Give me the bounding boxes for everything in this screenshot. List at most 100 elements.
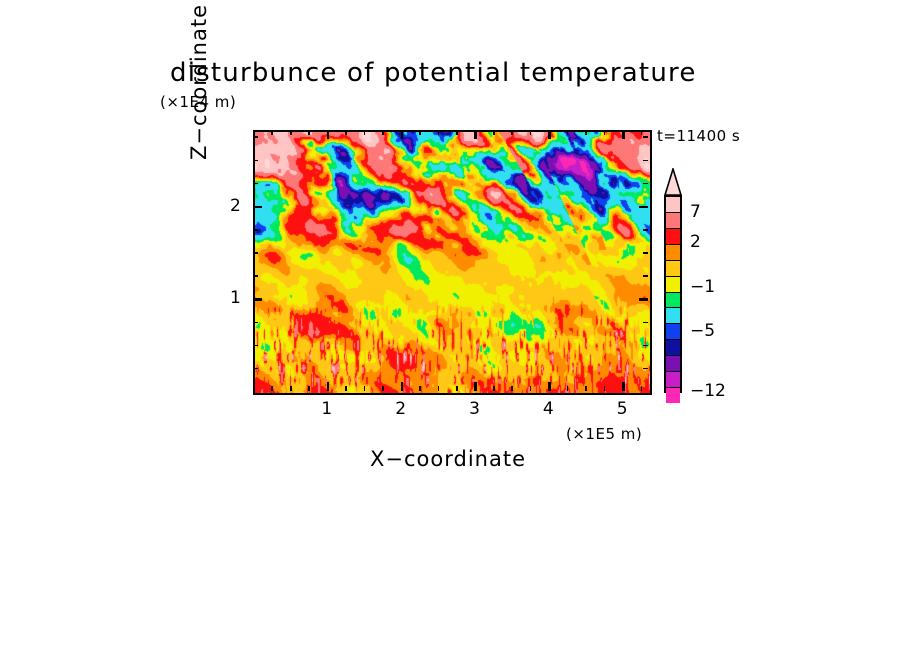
x-minor-tick-top (640, 130, 643, 135)
x-minor-tick-top (289, 130, 292, 135)
x-minor-tick (640, 386, 643, 391)
colorbar-bands (664, 195, 682, 403)
x-major-tick (326, 382, 330, 391)
y-minor-tick-right (643, 159, 648, 162)
y-major-tick (253, 298, 262, 301)
contour-field (255, 132, 650, 393)
x-minor-tick-top (308, 130, 310, 135)
x-tick-label: 1 (321, 399, 333, 419)
y-minor-tick (253, 321, 258, 324)
x-minor-tick-top (382, 130, 384, 135)
colorbar-band (666, 340, 680, 357)
colorbar-tick-label: 7 (690, 201, 701, 222)
y-minor-tick-right (643, 367, 648, 370)
x-major-tick-top (548, 130, 551, 139)
x-minor-tick-top (529, 130, 532, 135)
x-major-tick (474, 382, 477, 391)
colorbar-band (666, 308, 680, 325)
x-minor-tick (529, 386, 532, 391)
colorbar-band (666, 356, 680, 373)
colorbar-arrow-icon (664, 168, 682, 196)
x-minor-tick-top (603, 130, 606, 135)
colorbar-tick-label: −5 (690, 321, 716, 342)
x-tick-label: 2 (395, 399, 407, 419)
x-minor-tick-top (363, 130, 366, 135)
colorbar-band (666, 244, 680, 261)
x-minor-tick (492, 386, 495, 391)
y-minor-tick (253, 344, 258, 347)
colorbar-tick-label: −12 (690, 381, 726, 401)
x-minor-tick (363, 386, 366, 391)
x-minor-tick (511, 386, 513, 391)
x-minor-tick (382, 386, 384, 391)
colorbar (664, 168, 682, 403)
y-tick-label: 2 (230, 195, 241, 216)
y-minor-tick (253, 367, 258, 370)
x-major-tick (400, 382, 404, 391)
colorbar-band (666, 372, 680, 389)
y-minor-tick (253, 229, 258, 231)
x-minor-tick (308, 386, 310, 391)
y-minor-tick-right (643, 136, 648, 139)
x-major-tick-top (474, 130, 477, 139)
colorbar-band (666, 324, 680, 341)
x-minor-tick-top (419, 130, 421, 135)
x-major-tick-top (622, 130, 625, 139)
colorbar-band (666, 212, 680, 229)
colorbar-band (666, 197, 680, 213)
x-major-tick (548, 382, 551, 391)
x-minor-tick (585, 386, 587, 391)
figure-title: disturbunce of potential temperature (170, 58, 697, 88)
x-minor-tick (289, 386, 292, 391)
x-minor-tick-top (437, 130, 440, 135)
x-tick-label: 4 (542, 399, 554, 419)
x-tick-label: 3 (469, 399, 480, 419)
x-major-tick-top (400, 130, 404, 139)
x-axis-title: X−coordinate (370, 447, 526, 471)
y-minor-tick-right (643, 182, 648, 185)
y-minor-tick (253, 275, 258, 277)
x-minor-tick (419, 386, 421, 391)
x-tick-label: 5 (616, 399, 628, 419)
x-minor-tick-top (585, 130, 587, 135)
x-minor-tick (456, 386, 458, 391)
y-major-tick-right (639, 205, 648, 209)
y-axis-title: Z−coordinate (187, 4, 211, 160)
plot-area (253, 130, 652, 395)
y-minor-tick-right (643, 275, 648, 277)
colorbar-band (666, 292, 680, 309)
y-major-tick (253, 205, 262, 209)
colorbar-tick-label: −1 (690, 276, 716, 297)
y-minor-tick-right (643, 252, 648, 254)
x-minor-tick-top (271, 130, 274, 135)
x-minor-tick (603, 386, 606, 391)
colorbar-tick-label: 2 (690, 231, 701, 252)
x-minor-tick-top (456, 130, 458, 135)
colorbar-band (666, 276, 680, 293)
x-minor-tick-top (566, 130, 569, 135)
x-minor-tick-top (492, 130, 495, 135)
x-unit-label: (×1E5 m) (566, 425, 643, 443)
z-unit-label: (×1E4 m) (160, 93, 237, 111)
x-minor-tick (345, 386, 347, 391)
x-minor-tick-top (511, 130, 513, 135)
y-minor-tick (253, 136, 258, 139)
x-major-tick (622, 382, 625, 391)
y-minor-tick (253, 252, 258, 254)
x-minor-tick (566, 386, 569, 391)
y-minor-tick-right (643, 321, 648, 324)
colorbar-band (666, 260, 680, 277)
y-minor-tick (253, 159, 258, 162)
colorbar-band (666, 388, 680, 403)
y-minor-tick-right (643, 229, 648, 231)
timestamp-annotation: t=11400 s (657, 127, 741, 145)
y-major-tick-right (639, 298, 648, 301)
colorbar-band (666, 228, 680, 245)
y-minor-tick-right (643, 344, 648, 347)
x-major-tick-top (326, 130, 330, 139)
x-minor-tick-top (345, 130, 347, 135)
x-minor-tick (271, 386, 274, 391)
y-tick-label: 1 (230, 288, 241, 309)
y-minor-tick (253, 182, 258, 185)
